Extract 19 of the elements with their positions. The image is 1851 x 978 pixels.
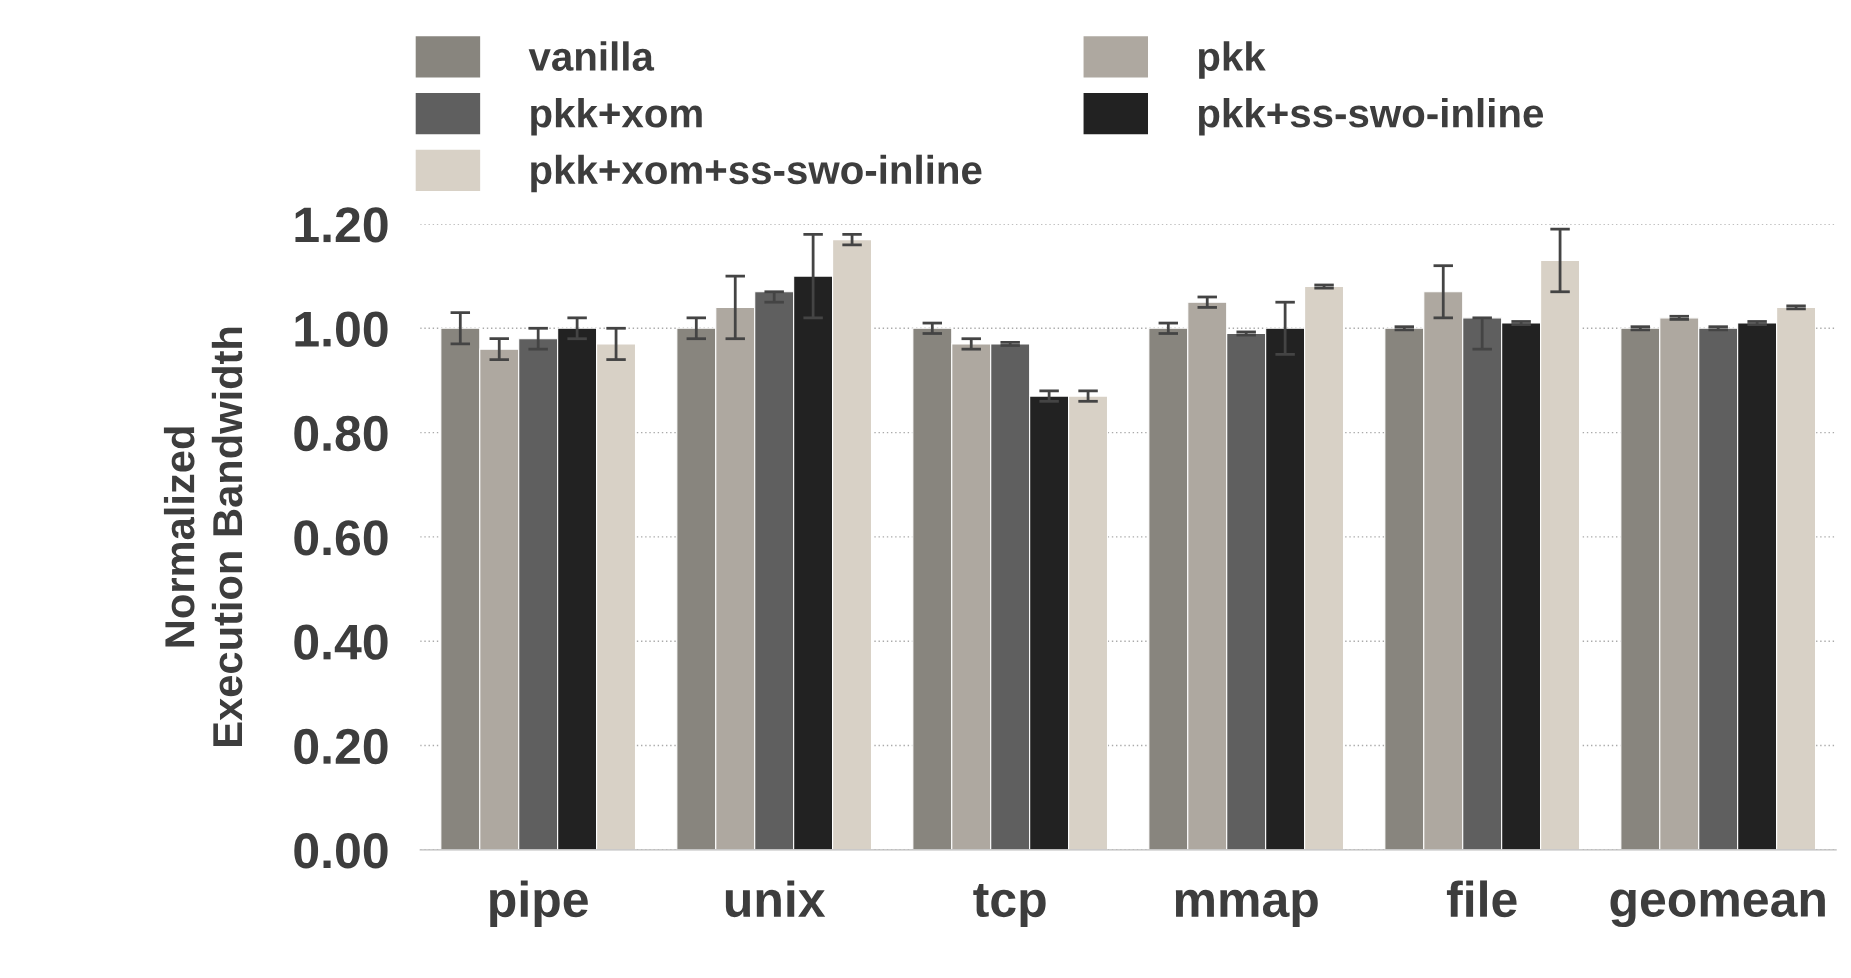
y-tick-label: 1.20 (295, 207, 388, 243)
y-axis-title: Normalized Execution Bandwidth (163, 327, 243, 746)
legend-label: pkk (1198, 41, 1266, 79)
legend-label: vanilla (528, 41, 655, 71)
y-tick-label: 0.20 (294, 728, 388, 765)
legend-label: pkk+xom (531, 97, 702, 136)
legend-label: pkk+ss-swo-inline (1198, 97, 1544, 136)
legend-label: pkk+xom+ss-swo-inline (531, 154, 982, 193)
y-tick-label: 0.80 (294, 415, 388, 452)
x-tick-label: pipe (490, 880, 588, 928)
x-tick-label: file (1446, 880, 1517, 918)
y-tick-label: 0.00 (294, 833, 388, 869)
x-tick-label: mmap (1175, 889, 1318, 928)
x-tick-label: geomean (1610, 889, 1825, 928)
y-tick-label: 1.00 (295, 311, 388, 347)
y-tick-label: 0.60 (294, 520, 388, 556)
y-tick-label: 0.40 (294, 624, 388, 660)
x-tick-label: tcp (973, 884, 1046, 928)
x-tick-label: unix (725, 880, 826, 918)
